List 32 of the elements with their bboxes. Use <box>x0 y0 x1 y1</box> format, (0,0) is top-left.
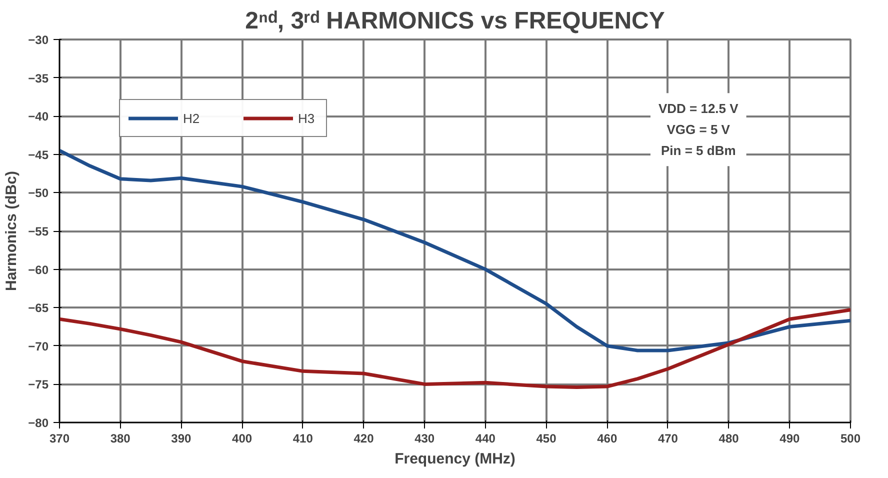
legend-label: H2 <box>183 110 201 126</box>
x-tick-label: 500 <box>840 432 861 446</box>
x-tick-label: 410 <box>292 432 314 446</box>
y-tick-label: −50 <box>28 186 49 200</box>
x-tick-label: 480 <box>718 432 740 446</box>
x-tick-label: 370 <box>49 432 70 446</box>
y-tick-label: −80 <box>28 416 49 430</box>
x-tick-label: 420 <box>354 432 374 446</box>
y-tick-label: −65 <box>28 301 49 316</box>
x-tick-label: 460 <box>597 432 618 446</box>
x-tick-label: 490 <box>780 432 800 446</box>
y-axis-title: Harmonics (dBc) <box>3 170 20 292</box>
y-tick-label: −55 <box>28 224 49 238</box>
legend-label: H3 <box>298 110 316 126</box>
y-tick-label: −70 <box>28 339 49 354</box>
y-tick-label: −40 <box>28 110 49 124</box>
x-tick-label: 470 <box>658 432 678 446</box>
y-tick-label: −35 <box>28 71 49 86</box>
y-tick-label: −75 <box>28 378 49 392</box>
y-tick-label: −45 <box>28 148 49 162</box>
y-tick-label: −60 <box>28 262 49 277</box>
annotation: VDD = 12.5 V VGG = 5 V Pin = 5 dBm <box>658 101 739 158</box>
x-axis-title: Frequency (MHz) <box>394 450 516 468</box>
x-tick-label: 440 <box>475 432 496 446</box>
x-tick-label: 390 <box>171 432 192 446</box>
y-tick-label: −30 <box>28 33 49 47</box>
chart-title: 2ⁿᵈ, 3ʳᵈ HARMONICS vs FREQUENCY <box>245 8 665 34</box>
line-series <box>60 308 850 390</box>
x-tick-label: 430 <box>414 432 435 446</box>
x-tick-label: 400 <box>232 432 252 446</box>
x-tick-label: 380 <box>110 432 131 446</box>
x-tick-label: 450 <box>536 432 557 446</box>
